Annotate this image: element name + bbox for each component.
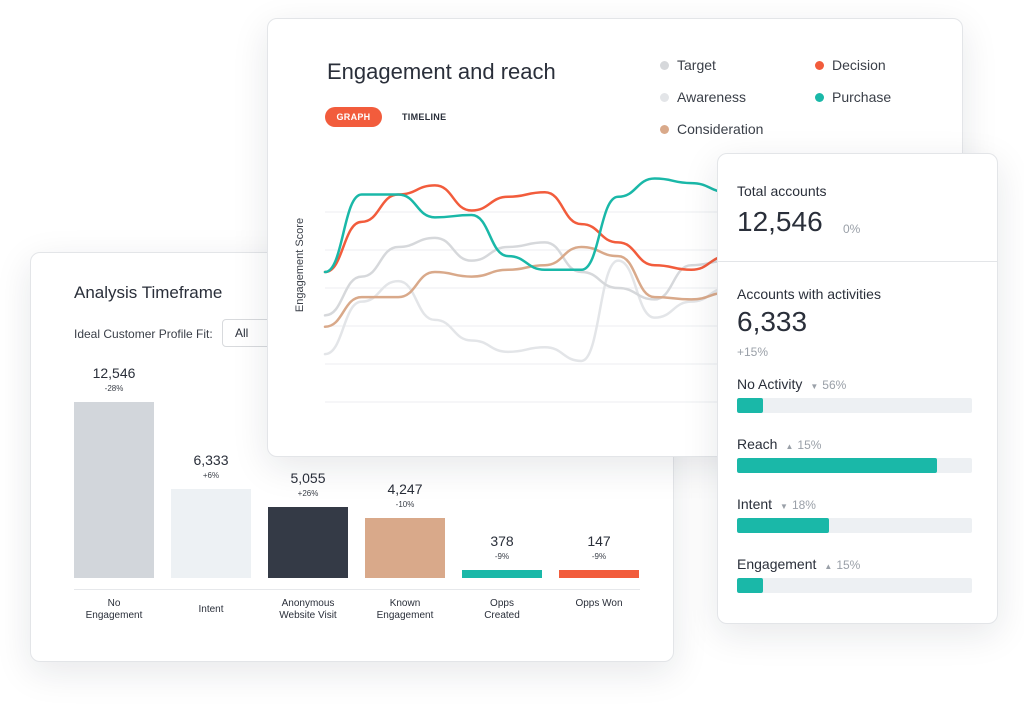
- metric-progress-track: [737, 458, 972, 473]
- bar-category-label: Opps Won: [575, 598, 623, 609]
- series-line-decision[interactable]: [323, 184, 730, 274]
- legend-dot: [660, 92, 669, 102]
- legend-label: Purchase: [832, 89, 892, 105]
- metric-label: Reach: [737, 436, 778, 452]
- bar-change: +26%: [297, 489, 319, 498]
- total-accounts-label: Total accounts: [737, 183, 827, 199]
- bar-value: 147: [587, 533, 611, 549]
- accounts-activities-change: +15%: [737, 345, 769, 359]
- metric-percent: 18%: [791, 498, 816, 512]
- bar-value: 378: [490, 533, 514, 549]
- legend-label: Consideration: [677, 121, 764, 137]
- legend-dot: [815, 60, 824, 70]
- metric-progress-fill: [737, 458, 937, 473]
- legend-label: Awareness: [677, 89, 747, 105]
- metric-progress-track: [737, 578, 972, 593]
- funnel-bar[interactable]: [559, 570, 639, 578]
- funnel-bar-chart: 12,546 -28% No Engagement 6,333 +6% Intent 5,05…: [31, 253, 673, 661]
- bar-change: -28%: [104, 384, 124, 393]
- series-line-awareness[interactable]: [323, 259, 730, 363]
- legend-label: Decision: [832, 57, 886, 73]
- legend-dot: [660, 124, 669, 134]
- bar-category-label: Anonymous Website Visit: [279, 598, 337, 621]
- bar-change: -10%: [395, 500, 415, 509]
- funnel-bar[interactable]: [462, 570, 542, 578]
- funnel-bar[interactable]: [365, 518, 445, 578]
- metric-intent: Intent ▼ 18%: [737, 496, 816, 512]
- bar-change: -9%: [591, 552, 607, 561]
- accounts-activities-label: Accounts with activities: [737, 286, 881, 302]
- tab-timeline[interactable]: TIMELINE: [402, 112, 447, 122]
- bar-change: -9%: [494, 552, 510, 561]
- metric-progress-fill: [737, 518, 829, 533]
- accounts-activities-value: 6,333: [737, 306, 808, 337]
- metric-percent: 15%: [797, 438, 822, 452]
- total-accounts-change: 0%: [843, 222, 861, 236]
- funnel-bar[interactable]: [74, 402, 154, 578]
- legend-item-decision[interactable]: Decision: [815, 57, 886, 73]
- legend-dot: [815, 92, 824, 102]
- legend-dot: [660, 60, 669, 70]
- legend-label: Target: [677, 57, 716, 73]
- arrow-up-icon: ▲: [824, 562, 833, 571]
- icp-fit-label: Ideal Customer Profile Fit:: [74, 327, 213, 341]
- bar-change: +6%: [202, 471, 220, 480]
- bar-value: 5,055: [290, 470, 326, 486]
- legend-item-consideration[interactable]: Consideration: [660, 121, 763, 137]
- metric-no-activity: No Activity ▼ 56%: [737, 376, 846, 392]
- legend-item-purchase[interactable]: Purchase: [815, 89, 891, 105]
- series-line-consideration[interactable]: [323, 245, 730, 329]
- bar-baseline: [74, 589, 640, 590]
- metric-progress-fill: [737, 398, 763, 413]
- analysis-title: Analysis Timeframe: [74, 283, 223, 302]
- total-accounts-value: 12,546: [737, 206, 823, 237]
- metric-percent: 56%: [822, 378, 847, 392]
- funnel-bar[interactable]: [268, 507, 348, 578]
- metric-progress-fill: [737, 578, 763, 593]
- funnel-bar[interactable]: [171, 489, 251, 578]
- bar-value: 6,333: [193, 452, 229, 468]
- bar-category-label: Known Engagement: [376, 598, 434, 621]
- bar-category-label: Intent: [198, 604, 224, 615]
- accounts-summary-card: Total accounts 12,546 0% Accounts with a…: [717, 153, 998, 624]
- engagement-title: Engagement and reach: [327, 59, 556, 84]
- metric-label: Intent: [737, 496, 773, 512]
- series-line-target[interactable]: [323, 236, 730, 317]
- bar-value: 4,247: [387, 481, 423, 497]
- legend-item-target[interactable]: Target: [660, 57, 716, 73]
- arrow-down-icon: ▼: [780, 502, 788, 511]
- bar-category-label: Opps Created: [484, 598, 520, 621]
- tab-graph[interactable]: GRAPH: [325, 107, 382, 127]
- arrow-down-icon: ▼: [810, 382, 819, 391]
- metric-progress-track: [737, 518, 972, 533]
- series-line-purchase[interactable]: [323, 177, 730, 274]
- metric-progress-track: [737, 398, 972, 413]
- arrow-up-icon: ▲: [785, 442, 794, 451]
- engagement-line-chart: [323, 177, 962, 403]
- bar-category-label: No Engagement: [85, 598, 143, 621]
- legend-item-awareness[interactable]: Awareness: [660, 89, 746, 105]
- metric-label: No Activity: [737, 376, 803, 392]
- bar-value: 12,546: [92, 365, 136, 381]
- section-divider: [718, 261, 997, 262]
- metric-engagement: Engagement ▲ 15%: [737, 556, 860, 572]
- metric-label: Engagement: [737, 556, 817, 572]
- metric-reach: Reach ▲ 15%: [737, 436, 821, 452]
- metric-percent: 15%: [836, 558, 861, 572]
